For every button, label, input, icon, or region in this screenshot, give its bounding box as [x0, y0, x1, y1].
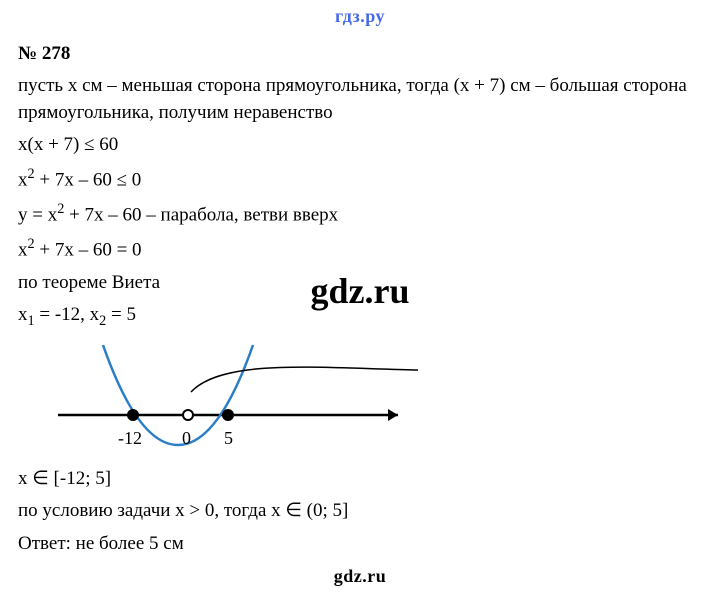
solution-line-3: x2 + 7x – 60 ≤ 0 [18, 165, 702, 194]
site-header: гдз.ру [0, 0, 720, 27]
header-text: гдз.ру [335, 6, 385, 26]
solution-line-6: по теореме Виета [18, 270, 702, 297]
solution-line-5: x2 + 7x – 60 = 0 [18, 235, 702, 264]
solution-line-9: по условию задачи x > 0, тогда x ∈ (0; 5… [18, 498, 702, 525]
solution-line-4: y = x2 + 7x – 60 – парабола, ветви вверх [18, 200, 702, 229]
svg-text:-12: -12 [118, 428, 142, 448]
solution-line-7: x1 = -12, x2 = 5 [18, 302, 702, 332]
solution-content: № 278 пусть х см – меньшая сторона прямо… [0, 27, 720, 558]
graph-svg: -12 0 5 [48, 340, 428, 460]
solution-line-1: пусть х см – меньшая сторона прямоугольн… [18, 73, 702, 126]
solution-line-10: Ответ: не более 5 см [18, 531, 702, 558]
site-footer: gdz.ru [0, 566, 720, 587]
svg-text:5: 5 [224, 428, 233, 448]
solution-line-2: x(x + 7) ≤ 60 [18, 132, 702, 159]
svg-text:0: 0 [182, 428, 191, 448]
solution-line-8: x ∈ [-12; 5] [18, 466, 702, 493]
number-line-graph: -12 0 5 [48, 340, 428, 460]
footer-text: gdz.ru [334, 566, 387, 586]
problem-number: № 278 [18, 43, 702, 65]
